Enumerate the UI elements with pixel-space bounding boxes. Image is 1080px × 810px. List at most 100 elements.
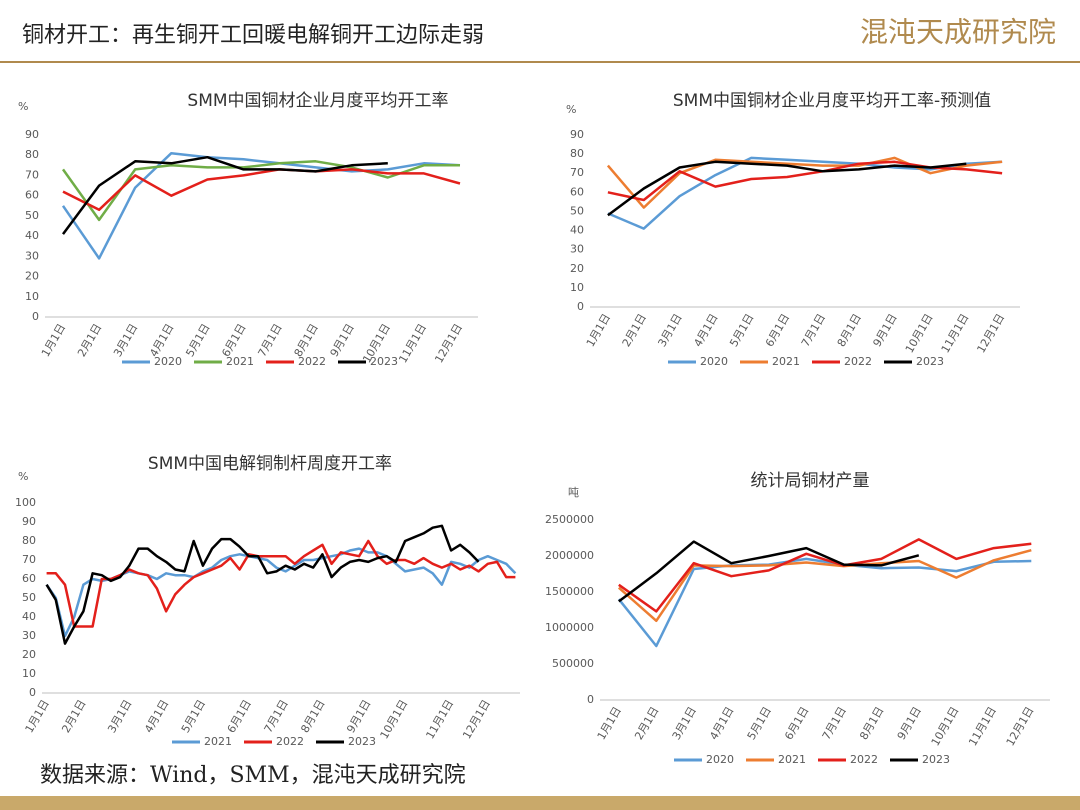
legend-label: 2020 xyxy=(700,355,728,368)
y-tick-label: 90 xyxy=(22,515,36,528)
series-line xyxy=(45,547,517,638)
x-tick-label: 12月1日 xyxy=(975,311,1008,355)
legend-label: 2020 xyxy=(706,753,734,766)
x-tick-label: 5月1日 xyxy=(183,322,212,360)
y-tick-label: 10 xyxy=(22,667,36,680)
y-tick-label: 500000 xyxy=(552,657,594,670)
legend-label: 2023 xyxy=(348,735,376,748)
x-tick-label: 7月1日 xyxy=(820,705,849,743)
y-tick-label: 0 xyxy=(587,693,594,706)
legend-label: 2022 xyxy=(276,735,304,748)
series-line xyxy=(45,524,480,645)
chart-title: 统计局铜材产量 xyxy=(751,471,870,491)
x-tick-label: 6月1日 xyxy=(219,322,248,360)
y-tick-label: 70 xyxy=(22,553,36,566)
series-line xyxy=(61,151,461,260)
x-tick-label: 5月1日 xyxy=(727,312,756,350)
chart-title: SMM中国铜材企业月度平均开工率-预测值 xyxy=(673,91,991,111)
series-line xyxy=(617,557,1032,648)
x-tick-label: 10月1日 xyxy=(903,312,936,356)
x-tick-label: 10月1日 xyxy=(929,705,962,749)
legend-label: 2023 xyxy=(916,355,944,368)
y-tick-label: 30 xyxy=(22,629,36,642)
y-tick-label: 80 xyxy=(570,147,584,160)
x-tick-label: 6月1日 xyxy=(782,705,811,743)
y-tick-label: 0 xyxy=(577,300,584,313)
x-tick-label: 3月1日 xyxy=(670,705,699,743)
x-tick-label: 1月1日 xyxy=(39,322,68,360)
x-tick-label: 8月1日 xyxy=(857,705,886,743)
x-tick-label: 7月1日 xyxy=(799,312,828,350)
series-line xyxy=(618,540,920,603)
y-tick-label: 70 xyxy=(570,166,584,179)
y-tick-label: 2000000 xyxy=(545,549,594,562)
x-tick-label: 12月1日 xyxy=(1004,705,1037,749)
x-tick-label: 1月1日 xyxy=(584,312,613,350)
legend-label: 2023 xyxy=(922,753,950,766)
series-line xyxy=(617,548,1032,623)
legend-label: 2021 xyxy=(226,355,254,368)
legend-label: 2022 xyxy=(850,753,878,766)
x-tick-label: 9月1日 xyxy=(895,705,924,743)
legend-label: 2021 xyxy=(204,735,232,748)
x-tick-label: 11月1日 xyxy=(396,322,429,366)
y-tick-label: 30 xyxy=(570,243,584,256)
source-note: 数据来源：Wind，SMM，混沌天成研究院 xyxy=(40,763,466,788)
y-tick-label: 80 xyxy=(22,534,36,547)
series-line xyxy=(61,155,388,235)
x-tick-label: 9月1日 xyxy=(328,322,357,360)
x-tick-label: 2月1日 xyxy=(620,312,649,350)
series-line xyxy=(46,539,516,628)
y-tick-label: 50 xyxy=(25,209,39,222)
x-tick-label: 4月1日 xyxy=(691,312,720,350)
y-tick-label: 20 xyxy=(570,262,584,275)
logo: 混沌天成研究院 xyxy=(860,16,1056,49)
footer-bar xyxy=(0,796,1080,810)
legend-label: 2023 xyxy=(370,355,398,368)
y-tick-label: 10 xyxy=(25,290,39,303)
legend-label: 2020 xyxy=(154,355,182,368)
x-tick-label: 7月1日 xyxy=(255,322,284,360)
y-tick-label: 40 xyxy=(25,229,39,242)
x-tick-label: 5月1日 xyxy=(745,705,774,743)
y-tick-label: 60 xyxy=(22,572,36,585)
x-tick-label: 5月1日 xyxy=(179,698,208,736)
legend-label: 2021 xyxy=(772,355,800,368)
series-line xyxy=(62,168,461,212)
x-tick-label: 9月1日 xyxy=(871,312,900,350)
x-tick-label: 2月1日 xyxy=(59,698,88,736)
y-axis-unit: % xyxy=(18,100,28,113)
y-axis-unit: 吨 xyxy=(568,486,579,499)
y-tick-label: 0 xyxy=(32,310,39,323)
y-tick-label: 80 xyxy=(25,148,39,161)
series-line xyxy=(61,160,460,222)
legend-label: 2021 xyxy=(778,753,806,766)
y-tick-label: 1000000 xyxy=(545,621,594,634)
y-tick-label: 90 xyxy=(570,128,584,141)
x-tick-label: 2月1日 xyxy=(75,322,104,360)
series-line xyxy=(606,156,1003,209)
x-tick-label: 8月1日 xyxy=(292,322,321,360)
y-tick-label: 60 xyxy=(25,189,39,202)
y-tick-label: 60 xyxy=(570,185,584,198)
x-tick-label: 3月1日 xyxy=(105,698,134,736)
chart-title: SMM中国电解铜制杆周度开工率 xyxy=(148,454,392,474)
x-tick-label: 11月1日 xyxy=(423,698,456,742)
x-tick-label: 12月1日 xyxy=(460,698,493,742)
y-tick-label: 20 xyxy=(22,648,36,661)
y-tick-label: 20 xyxy=(25,270,39,283)
y-tick-label: 100 xyxy=(15,496,36,509)
series-line xyxy=(607,160,967,217)
x-tick-label: 8月1日 xyxy=(835,312,864,350)
x-tick-label: 4月1日 xyxy=(707,705,736,743)
y-axis-unit: % xyxy=(566,103,576,116)
y-tick-label: 30 xyxy=(25,249,39,262)
y-tick-label: 40 xyxy=(22,610,36,623)
y-tick-label: 0 xyxy=(29,686,36,699)
page-title: 铜材开工：再生铜开工回暖电解铜开工边际走弱 xyxy=(22,23,484,48)
y-tick-label: 2500000 xyxy=(545,513,594,526)
x-tick-label: 4月1日 xyxy=(142,698,171,736)
y-tick-label: 10 xyxy=(570,281,584,294)
y-tick-label: 70 xyxy=(25,168,39,181)
